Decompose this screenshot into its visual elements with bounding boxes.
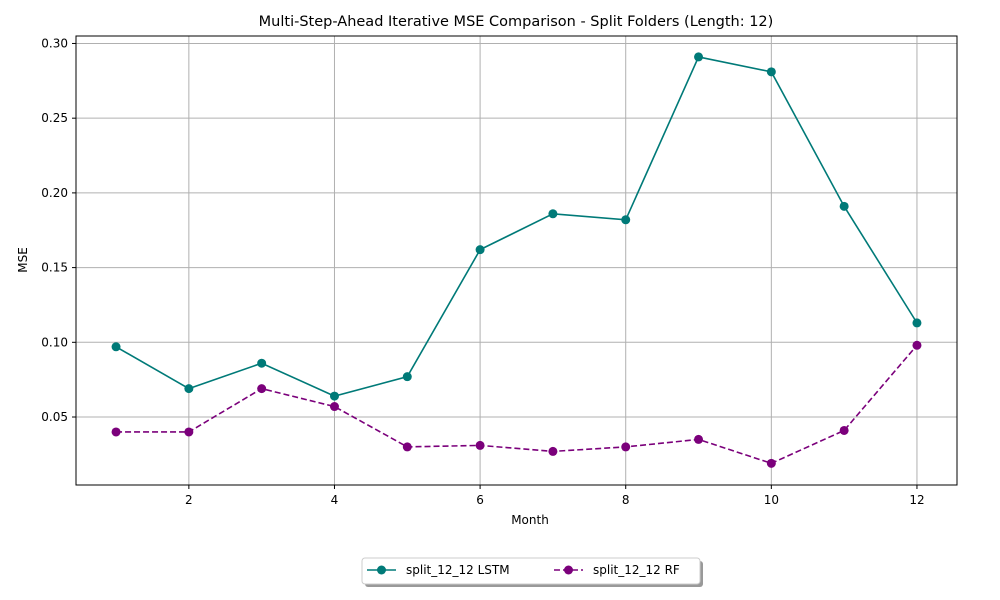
data-point-rf: [402, 442, 412, 452]
x-tick-label: 8: [622, 493, 630, 507]
data-point-lstm: [475, 245, 485, 255]
data-point-rf: [766, 458, 776, 468]
data-point-rf: [329, 402, 339, 412]
data-point-rf: [257, 384, 267, 394]
data-point-lstm: [694, 52, 704, 62]
y-tick-label: 0.05: [41, 410, 68, 424]
x-tick-label: 2: [185, 493, 193, 507]
data-point-rf: [839, 425, 849, 435]
legend-marker-rf: [564, 565, 573, 575]
x-tick-label: 12: [909, 493, 924, 507]
y-axis-label: MSE: [16, 247, 30, 273]
y-tick-label: 0.10: [41, 335, 68, 349]
grid-layer: [76, 36, 957, 485]
data-point-rf: [475, 440, 485, 450]
data-point-lstm: [257, 358, 267, 368]
data-point-rf: [548, 446, 558, 456]
legend-marker-lstm: [377, 565, 386, 575]
legend-box: [361, 557, 701, 585]
x-tick-label: 10: [764, 493, 779, 507]
legend: split_12_12 LSTM split_12_12 RF: [361, 557, 703, 587]
data-point-lstm: [329, 391, 339, 401]
data-point-lstm: [621, 215, 631, 225]
data-point-rf: [184, 427, 194, 437]
data-point-rf: [694, 434, 704, 444]
data-point-lstm: [912, 318, 922, 328]
series-line-lstm: [115, 56, 918, 397]
y-tick-label: 0.15: [41, 261, 68, 275]
data-point-rf: [912, 340, 922, 350]
y-tick-label: 0.30: [41, 36, 68, 50]
series-line-rf: [116, 344, 918, 465]
x-tick-label: 4: [331, 493, 339, 507]
data-point-lstm: [402, 372, 412, 382]
tick-layer: 2 4 6 8 10 12 0.05 0.10 0.15 0.20 0.25 0.30: [41, 36, 924, 507]
legend-items: split_12_12 LSTM split_12_12 RF: [367, 563, 680, 577]
y-tick-label: 0.25: [41, 111, 68, 125]
series-layer: [111, 52, 922, 468]
chart-title: Multi-Step-Ahead Iterative MSE Compariso…: [259, 14, 774, 30]
data-point-rf: [621, 442, 631, 452]
data-point-rf: [111, 427, 121, 437]
x-axis-label: Month: [511, 513, 549, 527]
data-point-lstm: [839, 201, 849, 211]
x-tick-label: 6: [476, 493, 484, 507]
data-point-lstm: [111, 342, 121, 352]
y-tick-label: 0.20: [41, 186, 68, 200]
data-point-lstm: [766, 67, 776, 77]
plot-frame: [75, 35, 958, 486]
data-point-lstm: [548, 209, 558, 219]
data-point-lstm: [184, 384, 194, 394]
legend-label-lstm: split_12_12 LSTM: [406, 563, 510, 577]
legend-label-rf: split_12_12 RF: [593, 563, 680, 577]
